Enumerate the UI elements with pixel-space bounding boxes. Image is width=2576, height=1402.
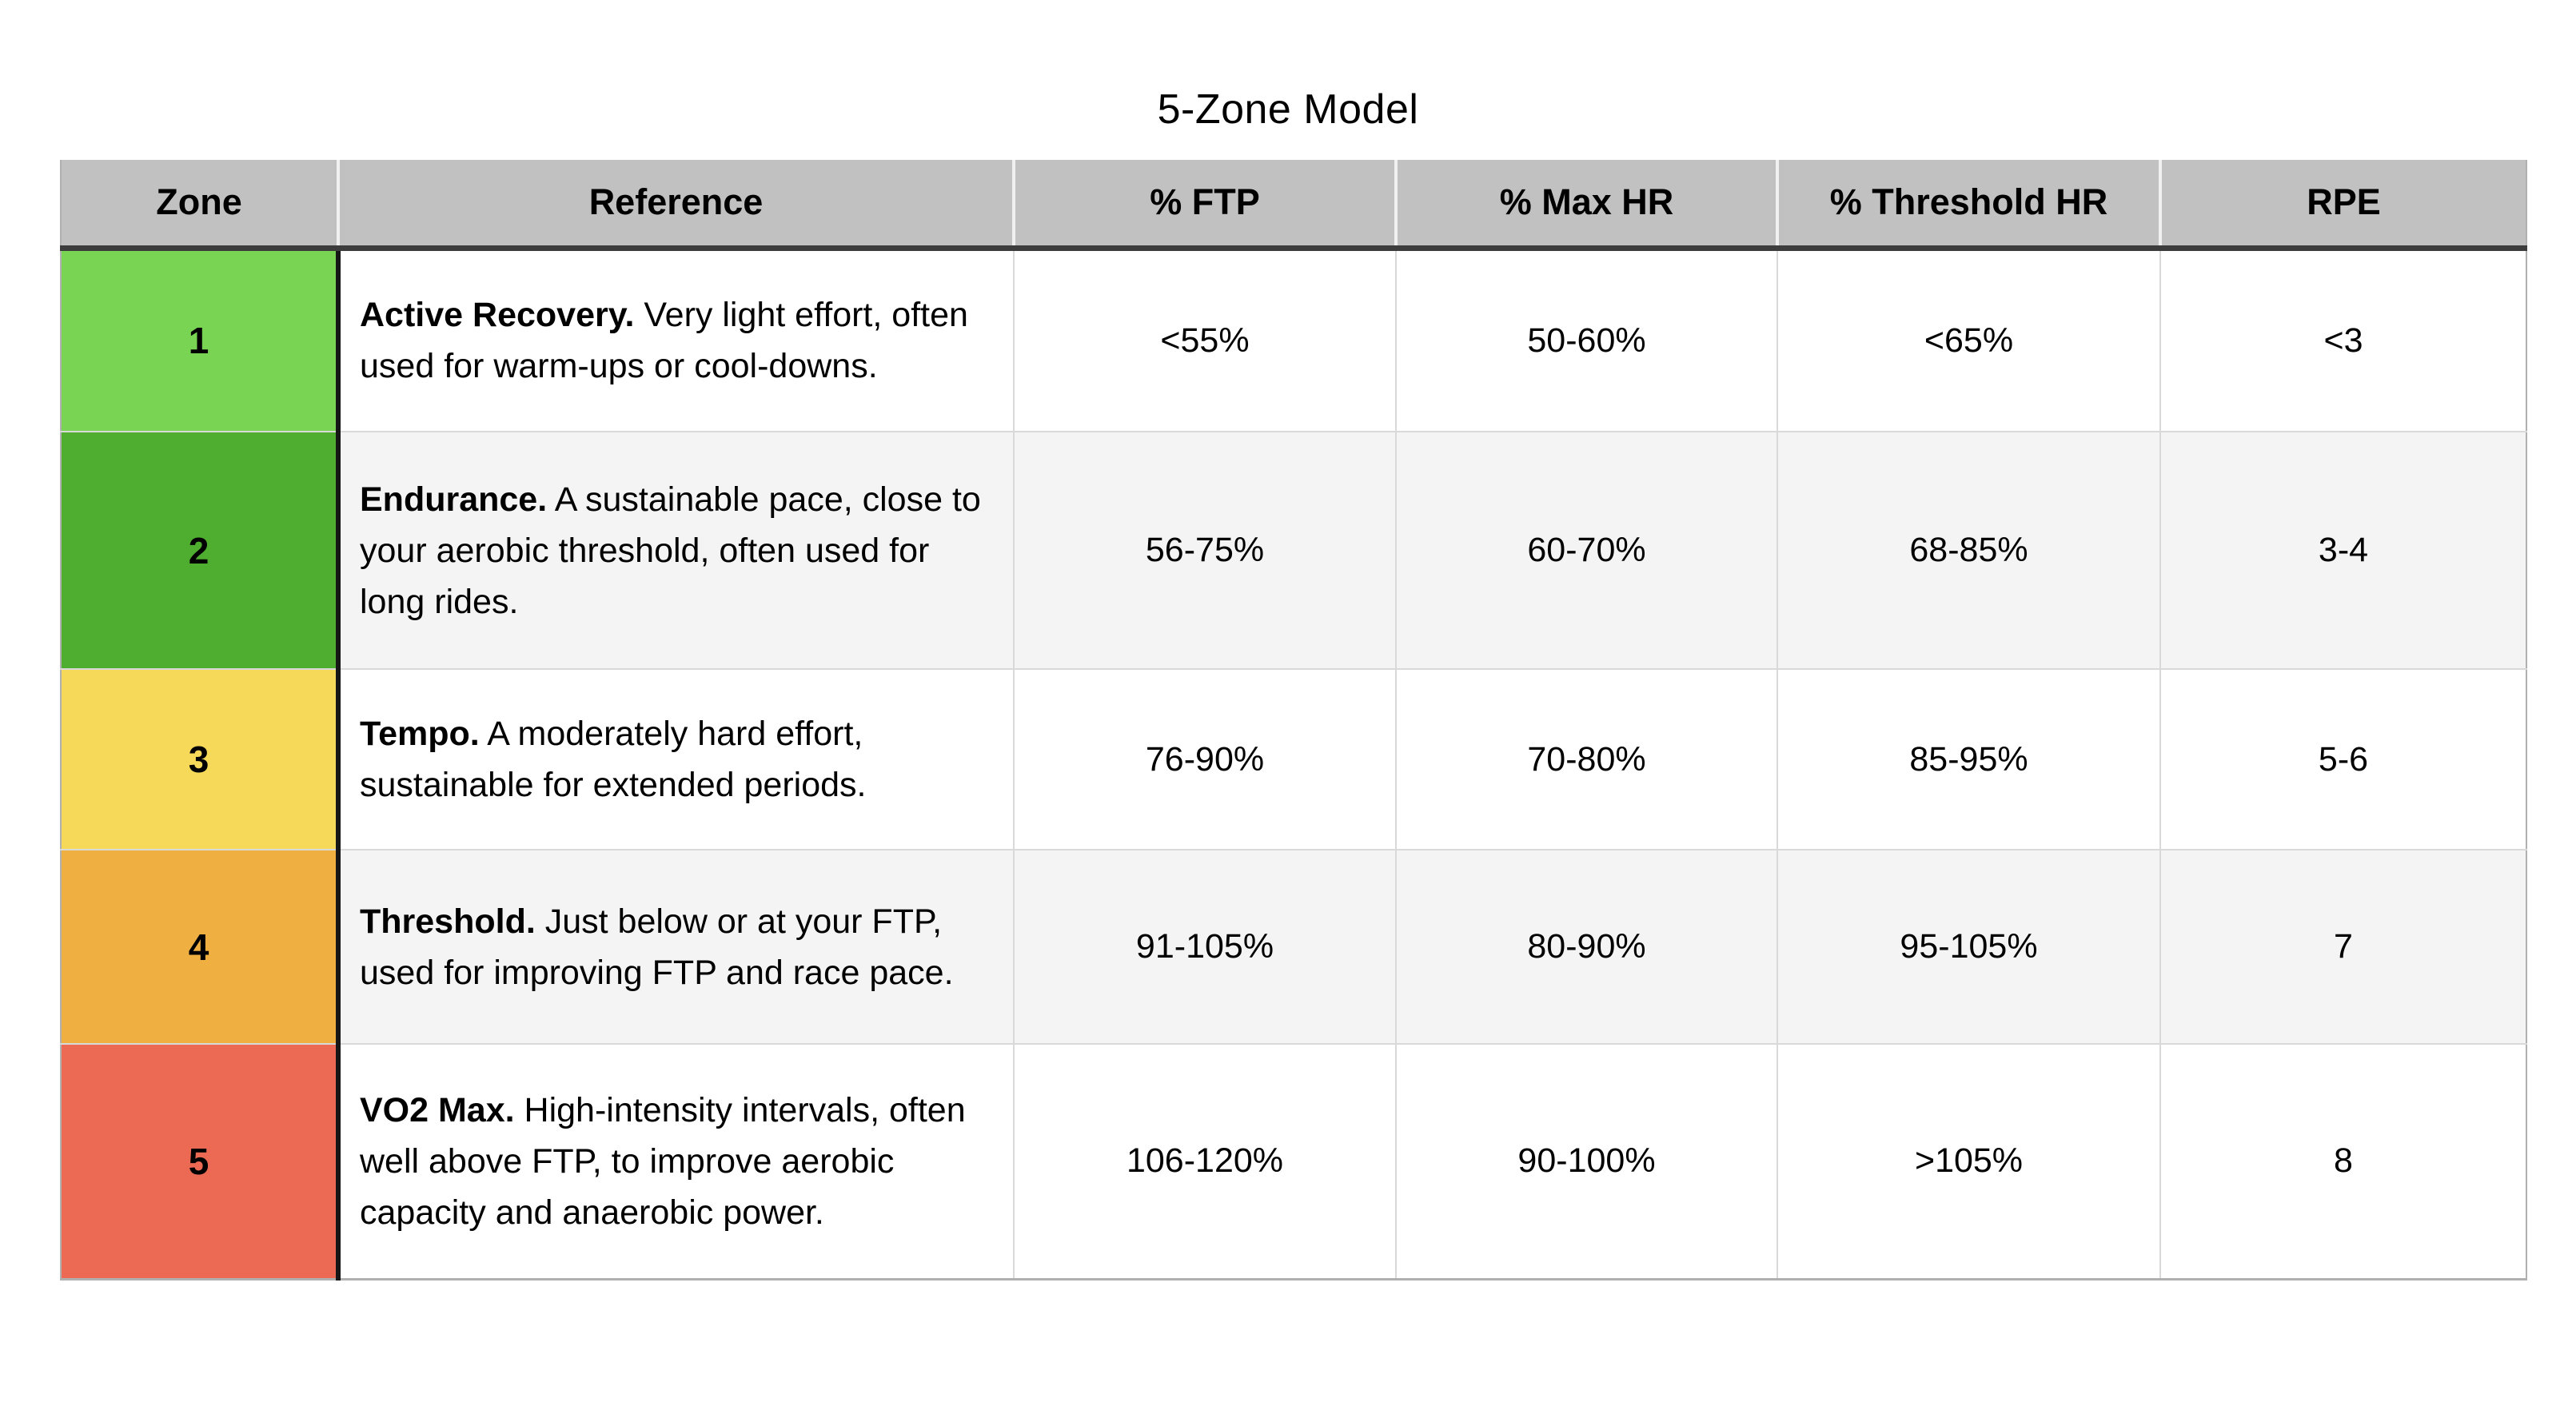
- ftp-cell: 76-90%: [1013, 669, 1396, 850]
- reference-cell: Tempo. A moderately hard effort, sustain…: [338, 669, 1014, 850]
- reference-cell: Active Recovery. Very light effort, ofte…: [338, 248, 1014, 432]
- rpe-cell: 5-6: [2159, 669, 2526, 850]
- threshold-hr-cell: >105%: [1776, 1044, 2160, 1281]
- zone-name: Tempo.: [360, 715, 480, 753]
- zone-description: A sustainable pace, close to your aerobi…: [360, 480, 981, 621]
- ftp-cell: <55%: [1013, 248, 1396, 432]
- ftp-cell: 91-105%: [1013, 850, 1396, 1045]
- rpe-cell: 8: [2159, 1044, 2526, 1281]
- threshold-hr-cell: 68-85%: [1776, 432, 2160, 670]
- table-row-zone-5: 5 VO2 Max. High-intensity intervals, oft…: [61, 1044, 2526, 1281]
- table-row-zone-4: 4 Threshold. Just below or at your FTP, …: [61, 850, 2526, 1045]
- max-hr-cell: 70-80%: [1395, 669, 1777, 850]
- max-hr-cell: 90-100%: [1395, 1044, 1777, 1281]
- header-row: Zone Reference % FTP % Max HR % Threshol…: [61, 160, 2526, 251]
- zone-description: Just below or at your FTP, used for impr…: [360, 902, 954, 992]
- col-header-reference: Reference: [337, 160, 1014, 251]
- threshold-hr-cell: 95-105%: [1776, 850, 2160, 1045]
- table-row-zone-2: 2 Endurance. A sustainable pace, close t…: [61, 432, 2526, 670]
- page-title: 5-Zone Model: [1157, 86, 1419, 133]
- zone-name: Threshold.: [360, 902, 536, 941]
- ftp-cell: 106-120%: [1013, 1044, 1396, 1281]
- rpe-cell: 3-4: [2159, 432, 2526, 670]
- col-header-ftp: % FTP: [1012, 160, 1396, 251]
- col-header-zone: Zone: [61, 160, 338, 251]
- ftp-cell: 56-75%: [1013, 432, 1396, 670]
- rpe-cell: <3: [2159, 248, 2526, 432]
- zone-number-cell: 5: [61, 1044, 341, 1281]
- zone-number-cell: 2: [61, 432, 341, 670]
- reference-cell: Threshold. Just below or at your FTP, us…: [338, 850, 1014, 1045]
- zone-number-cell: 4: [61, 850, 341, 1045]
- col-header-rpe: RPE: [2159, 160, 2526, 251]
- rpe-cell: 7: [2159, 850, 2526, 1045]
- zone-number-cell: 3: [61, 669, 341, 850]
- zone-number-cell: 1: [61, 248, 341, 432]
- table-row-zone-1: 1 Active Recovery. Very light effort, of…: [61, 248, 2526, 432]
- zone-description: High-intensity intervals, often well abo…: [360, 1090, 966, 1232]
- reference-cell: Endurance. A sustainable pace, close to …: [338, 432, 1014, 670]
- zone-description: Very light effort, often used for warm-u…: [360, 296, 968, 386]
- zone-description: A moderately hard effort, sustainable fo…: [360, 715, 867, 804]
- col-header-threshold-hr: % Threshold HR: [1776, 160, 2160, 251]
- zone-name: Endurance.: [360, 480, 548, 519]
- max-hr-cell: 80-90%: [1395, 850, 1777, 1045]
- table-row-zone-3: 3 Tempo. A moderately hard effort, susta…: [61, 669, 2526, 850]
- max-hr-cell: 50-60%: [1395, 248, 1777, 432]
- col-header-max-hr: % Max HR: [1394, 160, 1777, 251]
- zone-name: Active Recovery.: [360, 296, 635, 335]
- threshold-hr-cell: 85-95%: [1776, 669, 2160, 850]
- zone-model-table: Zone Reference % FTP % Max HR % Threshol…: [60, 160, 2527, 1281]
- zone-name: VO2 Max.: [360, 1090, 515, 1129]
- reference-cell: VO2 Max. High-intensity intervals, often…: [338, 1044, 1014, 1281]
- max-hr-cell: 60-70%: [1395, 432, 1777, 670]
- threshold-hr-cell: <65%: [1776, 248, 2160, 432]
